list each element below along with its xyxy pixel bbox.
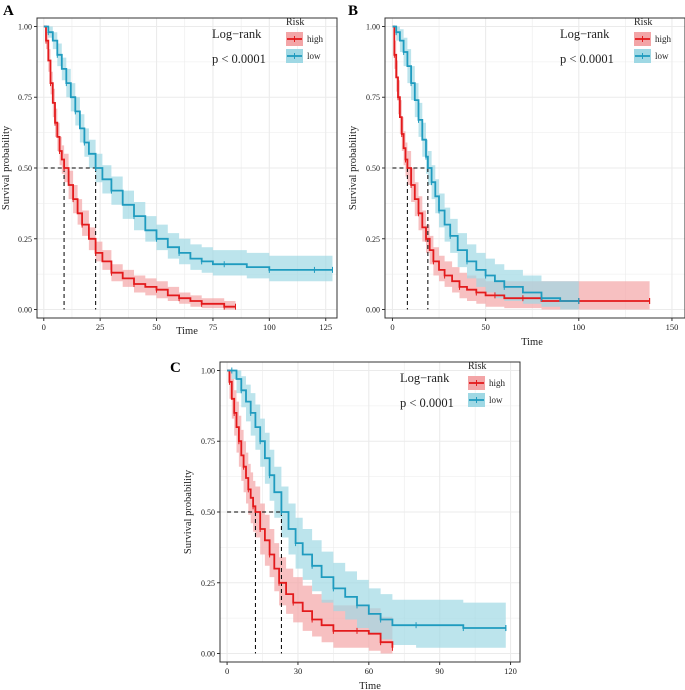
x-tick-label: 100 (263, 322, 276, 332)
y-axis-title: Survival probability (183, 469, 194, 554)
survival-curve-low (392, 25, 579, 302)
logrank-label: Log−rank (400, 371, 450, 385)
y-tick-label: 0.25 (18, 235, 32, 244)
logrank-label: Log−rank (560, 27, 610, 41)
legend-title: Risk (468, 361, 486, 372)
legend-label-low: low (307, 51, 321, 61)
x-tick-label: 30 (294, 666, 303, 676)
x-tick-label: 150 (666, 322, 679, 332)
y-tick-label: 0.75 (201, 437, 215, 446)
x-axis-title: Time (176, 326, 198, 337)
y-axis-title: Survival probability (348, 125, 359, 210)
y-tick-label: 0.50 (18, 164, 32, 173)
x-tick-label: 50 (481, 322, 490, 332)
p-value-label: p < 0.0001 (212, 52, 266, 66)
x-axis-title: Time (521, 337, 543, 348)
y-tick-label: 1.00 (201, 366, 215, 375)
panel-letter: C (170, 360, 181, 376)
panel-c: C 0 30 60 90 120 0.00 0.25 0.50 0.75 1.00 Time Survi… (170, 360, 521, 690)
y-tick-label: 0.75 (366, 93, 380, 102)
x-tick-label: 125 (319, 322, 332, 332)
y-tick-label: 0.25 (366, 235, 380, 244)
y-tick-label: 0.75 (18, 93, 32, 102)
legend-label-high: high (655, 34, 672, 44)
p-value-label: p < 0.0001 (400, 396, 454, 410)
x-tick-label: 100 (572, 322, 585, 332)
y-axis-title: Survival probability (1, 125, 12, 210)
legend-label-low: low (489, 395, 503, 405)
p-value-label: p < 0.0001 (560, 52, 614, 66)
x-tick-label: 25 (96, 322, 105, 332)
x-tick-label: 120 (504, 666, 517, 676)
ci-band-high (392, 26, 650, 310)
logrank-label: Log−rank (212, 27, 262, 41)
panel-letter: B (348, 3, 358, 19)
y-tick-label: 0.00 (366, 306, 380, 315)
y-tick-label: 0.25 (201, 579, 215, 588)
ci-band-low (43, 26, 333, 282)
panel-b: B 0 50 100 150 0.00 0.25 0.50 0.75 1.00 Time Surviv… (348, 3, 685, 348)
y-tick-label: 0.00 (18, 306, 32, 315)
x-tick-label: 90 (435, 666, 444, 676)
x-tick-label: 50 (152, 322, 161, 332)
y-tick-label: 0.50 (366, 164, 380, 173)
x-tick-label: 75 (209, 322, 218, 332)
legend-label-high: high (307, 34, 324, 44)
survival-curve-high (227, 369, 394, 648)
y-tick-label: 0.00 (201, 650, 215, 659)
panel-letter: A (3, 3, 14, 19)
x-tick-label: 0 (42, 322, 46, 332)
y-tick-label: 1.00 (366, 22, 380, 31)
x-axis-title: Time (359, 681, 381, 690)
x-tick-label: 60 (365, 666, 374, 676)
legend-title: Risk (634, 17, 652, 28)
legend-title: Risk (286, 17, 304, 28)
ci-band-low (227, 370, 506, 648)
survival-curve-high (392, 25, 650, 302)
legend-label-low: low (655, 51, 669, 61)
x-tick-label: 0 (225, 666, 229, 676)
y-tick-label: 1.00 (18, 22, 32, 31)
panel-a: A 0 25 50 75 100 125 0.00 0.25 0.50 0.75 1.00 Time Su… (1, 3, 338, 337)
y-tick-label: 0.50 (201, 508, 215, 517)
legend-label-high: high (489, 378, 506, 388)
x-tick-label: 0 (390, 322, 394, 332)
